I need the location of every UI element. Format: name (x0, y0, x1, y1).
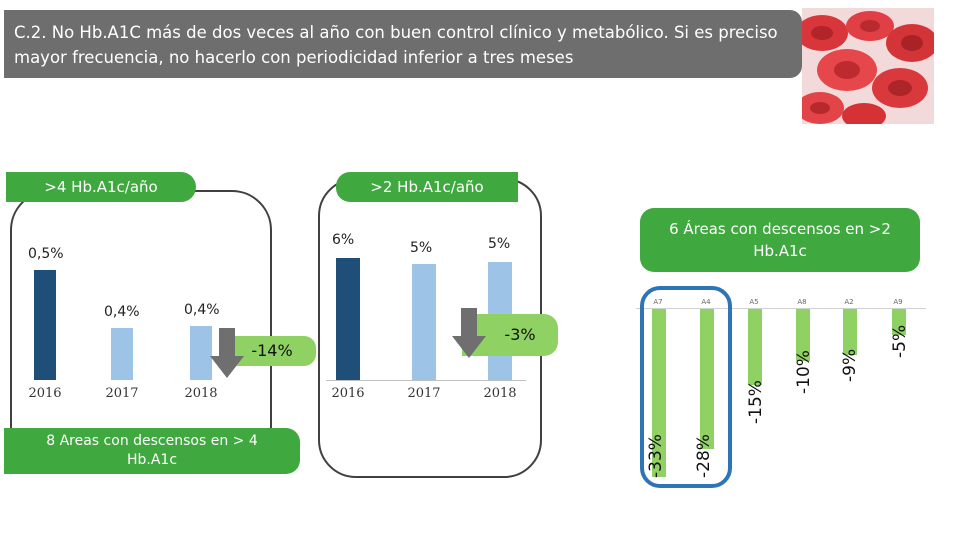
chart1-caption: 8 Areas con descensos en > 4 Hb.A1c (4, 428, 300, 474)
down-arrow-icon (210, 328, 244, 378)
chart2-bar-2016 (336, 258, 360, 380)
chart2-bar-2017 (412, 264, 436, 380)
chart2-change-badge: -3% (462, 314, 558, 356)
chart2-value-label: 5% (410, 240, 433, 256)
chart3-highlight-frame (640, 286, 732, 488)
chart3-category-label: A4 (701, 298, 711, 306)
chart3-bar-a7 (652, 309, 666, 477)
chart2-value-label: 5% (488, 236, 511, 252)
chart2-tick-label: 2016 (331, 386, 365, 401)
title-banner (4, 10, 802, 78)
chart3-category-label: A5 (749, 298, 759, 306)
chart2-tick-label: 2017 (407, 386, 441, 401)
chart2-baseline (326, 380, 526, 381)
chart3-bar-a5 (748, 309, 762, 385)
chart3-category-label: A8 (797, 298, 807, 306)
chart3-value-label: -5% (890, 324, 910, 358)
chart1-bar-2016 (34, 270, 56, 380)
chart1-value-label: 0,4% (184, 302, 220, 318)
chart1-title: >4 Hb.A1c/año (6, 172, 196, 202)
chart3-bar-a9 (892, 309, 906, 335)
chart3-baseline (636, 308, 926, 309)
chart2-value-label: 6% (332, 232, 355, 248)
chart3-value-label: -15% (746, 380, 766, 424)
red-blood-cells-image (802, 8, 934, 124)
chart3-bar-a2 (843, 309, 857, 355)
chart1-bar-2017 (111, 328, 133, 380)
chart3-category-label: A9 (893, 298, 903, 306)
chart1-change-badge: -14% (228, 336, 316, 366)
chart1-tick-label: 2017 (105, 386, 139, 401)
chart3-bar-a8 (796, 309, 810, 361)
chart3-category-label: A2 (844, 298, 854, 306)
chart2-tick-label: 2018 (483, 386, 517, 401)
chart1-tick-label: 2018 (184, 386, 218, 401)
chart1-tick-label: 2016 (28, 386, 62, 401)
down-arrow-icon (452, 308, 486, 358)
chart3-value-label: -10% (794, 350, 814, 394)
chart1-value-label: 0,5% (28, 246, 64, 262)
chart1-bar-2018 (190, 326, 212, 380)
chart2-title: >2 Hb.A1c/año (336, 172, 518, 202)
chart3-bar-a4 (700, 309, 714, 449)
chart1-value-label: 0,4% (104, 304, 140, 320)
chart3-title: 6 Áreas con descensos en >2 Hb.A1c (640, 208, 920, 272)
page-title: C.2. No Hb.A1C más de dos veces al año c… (14, 23, 778, 67)
chart3-value-label: -9% (840, 348, 860, 382)
